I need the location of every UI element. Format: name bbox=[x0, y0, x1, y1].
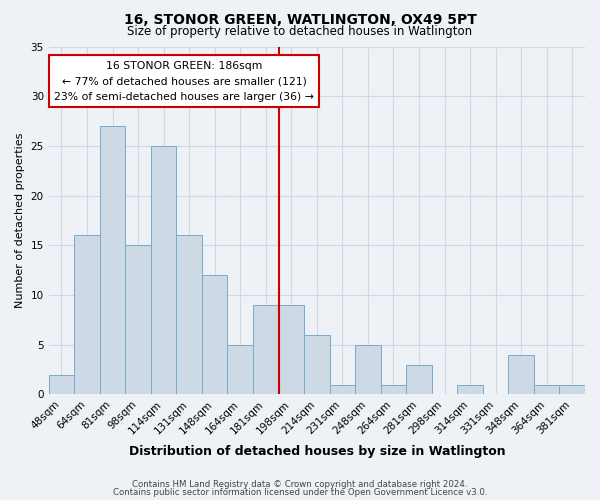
Text: 16 STONOR GREEN: 186sqm
← 77% of detached houses are smaller (121)
23% of semi-d: 16 STONOR GREEN: 186sqm ← 77% of detache… bbox=[54, 60, 314, 102]
Bar bbox=[304, 335, 329, 394]
Bar bbox=[49, 374, 74, 394]
Bar bbox=[125, 246, 151, 394]
Bar bbox=[355, 344, 380, 395]
Bar bbox=[559, 384, 585, 394]
Text: Size of property relative to detached houses in Watlington: Size of property relative to detached ho… bbox=[127, 25, 473, 38]
Bar bbox=[227, 344, 253, 395]
Bar bbox=[74, 236, 100, 394]
Bar bbox=[508, 354, 534, 395]
Bar bbox=[380, 384, 406, 394]
Text: 16, STONOR GREEN, WATLINGTON, OX49 5PT: 16, STONOR GREEN, WATLINGTON, OX49 5PT bbox=[124, 12, 476, 26]
Bar bbox=[457, 384, 483, 394]
Y-axis label: Number of detached properties: Number of detached properties bbox=[15, 133, 25, 308]
Bar bbox=[151, 146, 176, 394]
X-axis label: Distribution of detached houses by size in Watlington: Distribution of detached houses by size … bbox=[128, 444, 505, 458]
Bar bbox=[100, 126, 125, 394]
Bar bbox=[253, 305, 278, 394]
Text: Contains public sector information licensed under the Open Government Licence v3: Contains public sector information licen… bbox=[113, 488, 487, 497]
Bar bbox=[406, 364, 432, 394]
Bar bbox=[278, 305, 304, 394]
Bar bbox=[202, 275, 227, 394]
Bar bbox=[534, 384, 559, 394]
Bar bbox=[329, 384, 355, 394]
Text: Contains HM Land Registry data © Crown copyright and database right 2024.: Contains HM Land Registry data © Crown c… bbox=[132, 480, 468, 489]
Bar bbox=[176, 236, 202, 394]
